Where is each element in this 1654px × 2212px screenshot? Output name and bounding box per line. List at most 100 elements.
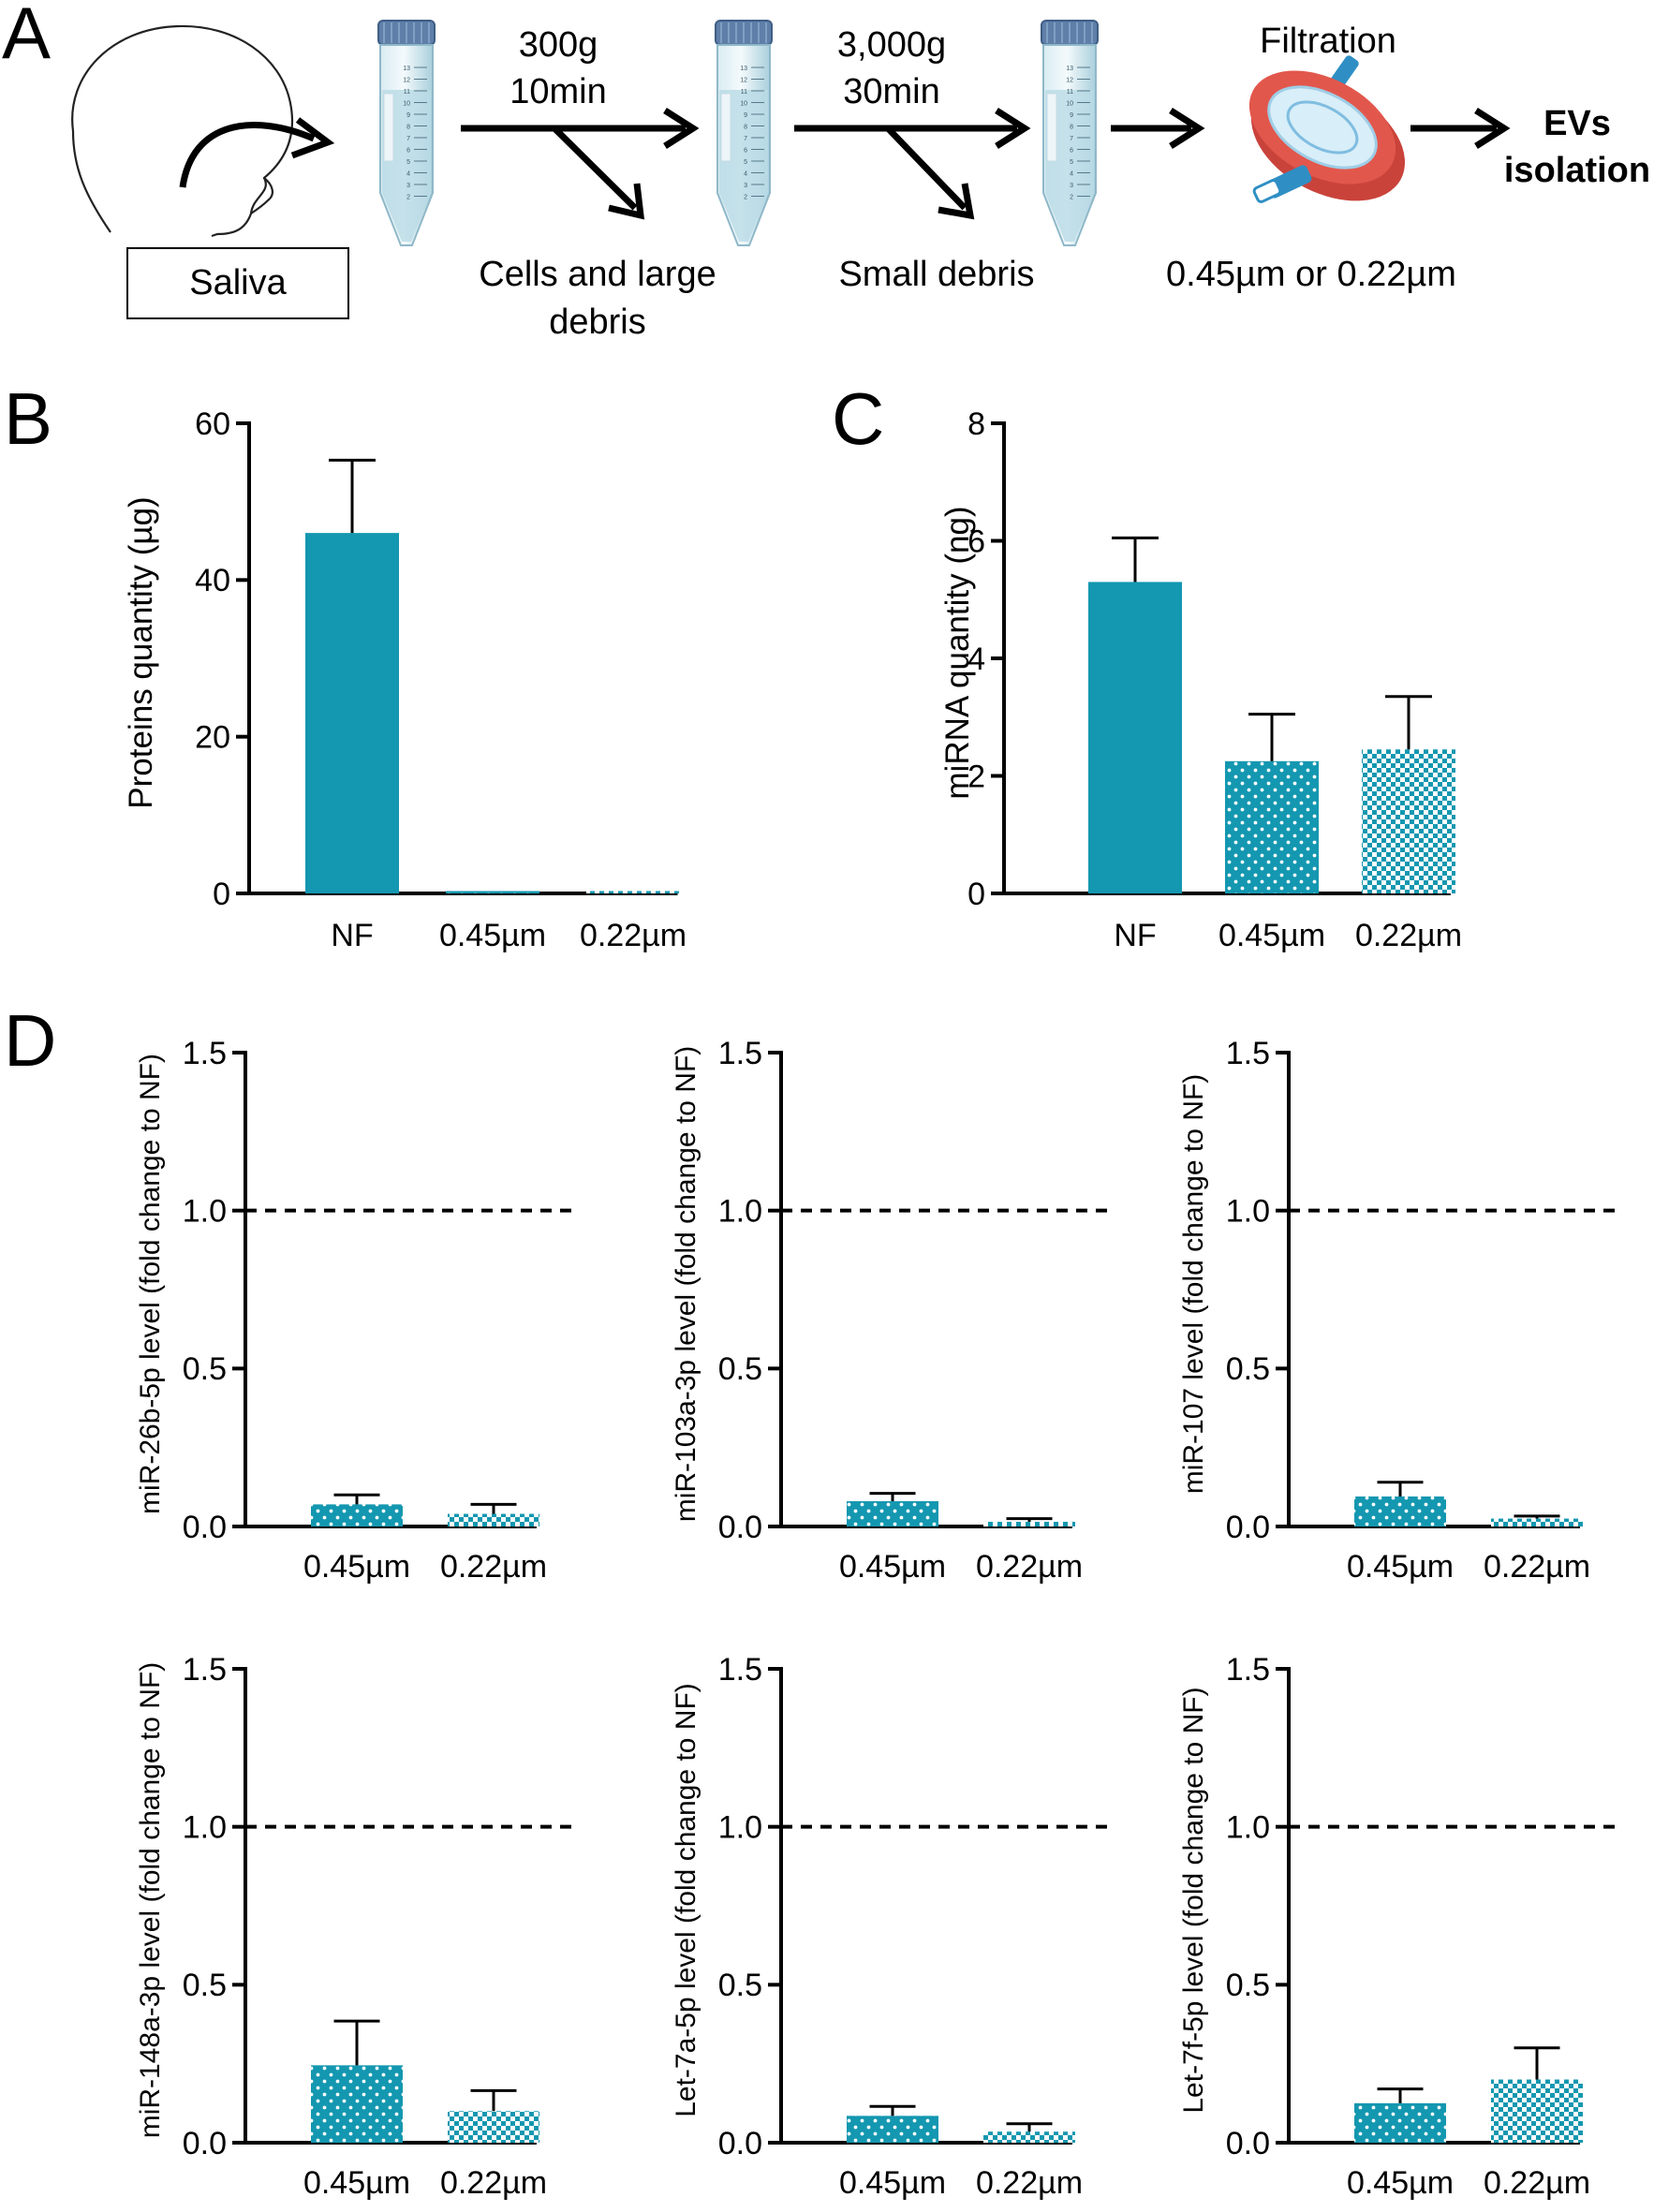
y-tick-label: 0.0 xyxy=(1226,1510,1270,1545)
y-tick-label: 1.0 xyxy=(718,1194,762,1230)
tube-label-area xyxy=(1046,93,1057,162)
bar xyxy=(847,1501,938,1526)
y-tick-label: 0.5 xyxy=(718,1351,762,1387)
tube-scale-label: 8 xyxy=(1070,125,1073,131)
tube-scale-label: 4 xyxy=(744,171,747,178)
bar xyxy=(983,2131,1075,2143)
y-tick-label: 20 xyxy=(195,720,230,756)
tube-scale-label: 10 xyxy=(740,101,747,108)
tube-scale-label: 2 xyxy=(744,195,747,201)
saliva-arrowhead-icon xyxy=(290,117,335,159)
result-line2: isolation xyxy=(1504,151,1650,190)
bar xyxy=(847,2116,938,2143)
bar xyxy=(586,891,680,893)
tube-scale-label: 13 xyxy=(403,66,410,72)
chart-D-4: 0.0 0.5 1.0 1.5 0.45µm 0.22µm miR-107 level (f… xyxy=(1178,1036,1620,1585)
step1-waste-arrowhead xyxy=(608,183,645,220)
category-label: 0.22µm xyxy=(976,1549,1083,1585)
centrifuge-tube-icon: 13 12 11 10 9 8 7 6 5 4 3 2 xyxy=(1041,20,1099,246)
chart-D-7: 0.0 0.5 1.0 1.5 0.45µm 0.22µm Let-7f-5p level … xyxy=(1178,1652,1620,2201)
category-label: 0.45µm xyxy=(303,2165,410,2201)
step1-waste-line2: debris xyxy=(549,302,646,342)
step1-time: 10min xyxy=(509,72,607,111)
tube-scale-label: 7 xyxy=(406,136,410,142)
filtration-label: Filtration xyxy=(1260,22,1396,61)
panel-b-letter: B xyxy=(4,377,52,460)
result-line1: EVs xyxy=(1543,104,1611,143)
step2-time: 30min xyxy=(843,72,940,111)
tube-scale-label: 8 xyxy=(406,125,410,131)
y-tick-label: 0.5 xyxy=(1226,1968,1270,2003)
tube-scale-label: 2 xyxy=(1070,195,1073,201)
y-axis-title: Let-7a-5p level (fold change to NF) xyxy=(671,1683,701,2117)
tube-scale-label: 8 xyxy=(744,125,747,131)
step2-waste-arrow xyxy=(885,125,967,211)
y-tick-label: 1.0 xyxy=(183,1810,227,1846)
y-tick-label: 60 xyxy=(195,406,230,442)
category-label: 0.22µm xyxy=(440,1549,547,1585)
face-profile-icon xyxy=(250,177,273,214)
tube-scale-label: 4 xyxy=(406,171,410,178)
y-axis-title: Let-7f-5p level (fold change to NF) xyxy=(1178,1687,1209,2113)
y-axis-title: miRNA quantity (ng) xyxy=(939,506,976,799)
y-tick-label: 6 xyxy=(967,524,985,559)
tube-scale-label: 7 xyxy=(1070,136,1073,142)
y-tick-label: 1.5 xyxy=(183,1036,227,1071)
y-tick-label: 0.0 xyxy=(1226,2126,1270,2161)
y-axis-title: Proteins quantity (µg) xyxy=(123,496,159,808)
panel-a: A Saliva 13 12 11 10 9 8 7 6 5 4 3 2 13 12 11 10 9 8 7 6 5 4 3… xyxy=(2,0,1650,342)
bar xyxy=(983,1521,1075,1526)
step1-waste-arrow xyxy=(552,125,638,211)
y-tick-label: 0 xyxy=(967,877,985,912)
y-tick-label: 0.0 xyxy=(183,1510,227,1545)
bar xyxy=(1088,582,1182,893)
y-axis-title: miR-26b-5p level (fold change to NF) xyxy=(135,1054,166,1514)
tube-scale-label: 7 xyxy=(744,136,747,142)
category-label: 0.45µm xyxy=(839,1549,946,1585)
bar xyxy=(1354,1496,1446,1526)
tube-scale-label: 11 xyxy=(1067,89,1073,96)
y-tick-label: 4 xyxy=(967,641,985,677)
tube-scale-label: 6 xyxy=(744,148,747,155)
chart-B-0: 0 20 40 60 NF 0.45µm 0.22µm Proteins quantity (… xyxy=(123,406,687,953)
category-label: 0.22µm xyxy=(580,918,687,953)
tube-scale-label: 12 xyxy=(740,78,747,84)
chart-D-5: 0.0 0.5 1.0 1.5 0.45µm 0.22µm miR-148a-3p leve… xyxy=(135,1652,577,2201)
panel-a-letter: A xyxy=(2,0,51,74)
y-tick-label: 1.0 xyxy=(1226,1194,1270,1230)
tube-label-area xyxy=(383,93,394,162)
panel-c-letter: C xyxy=(832,377,884,460)
y-tick-label: 1.5 xyxy=(718,1036,762,1071)
tube-liquid xyxy=(1045,90,1094,242)
bar xyxy=(305,533,399,893)
y-tick-label: 1.0 xyxy=(718,1810,762,1846)
category-label: 0.22µm xyxy=(1484,2165,1590,2201)
category-label: 0.22µm xyxy=(440,2165,547,2201)
tube-scale-label: 10 xyxy=(1066,101,1073,108)
y-tick-label: 0.0 xyxy=(718,1510,762,1545)
filter-arrowhead xyxy=(1169,108,1205,149)
bar xyxy=(446,891,539,893)
saliva-box xyxy=(126,247,349,319)
category-label: 0.45µm xyxy=(1218,918,1325,953)
category-label: 0.45µm xyxy=(439,918,546,953)
tube-liquid xyxy=(382,90,431,242)
step1-arrowhead xyxy=(663,108,700,149)
bar xyxy=(448,2111,539,2143)
category-label: NF xyxy=(331,918,373,953)
y-tick-label: 1.5 xyxy=(718,1652,762,1688)
category-label: 0.45µm xyxy=(1347,2165,1454,2201)
tube-scale-label: 5 xyxy=(1070,159,1073,166)
tube-scale-label: 5 xyxy=(744,159,747,166)
tube-scale-label: 10 xyxy=(403,101,410,108)
step2-waste: Small debris xyxy=(838,255,1034,294)
y-tick-label: 8 xyxy=(967,406,985,442)
y-axis-title: miR-103a-3p level (fold change to NF) xyxy=(671,1046,701,1523)
saliva-arrow-icon xyxy=(179,121,316,188)
centrifuge-tube-icon: 13 12 11 10 9 8 7 6 5 4 3 2 xyxy=(715,20,773,246)
bar xyxy=(1225,760,1319,893)
tube-scale-label: 12 xyxy=(1066,78,1073,84)
category-label: 0.22µm xyxy=(1355,918,1462,953)
